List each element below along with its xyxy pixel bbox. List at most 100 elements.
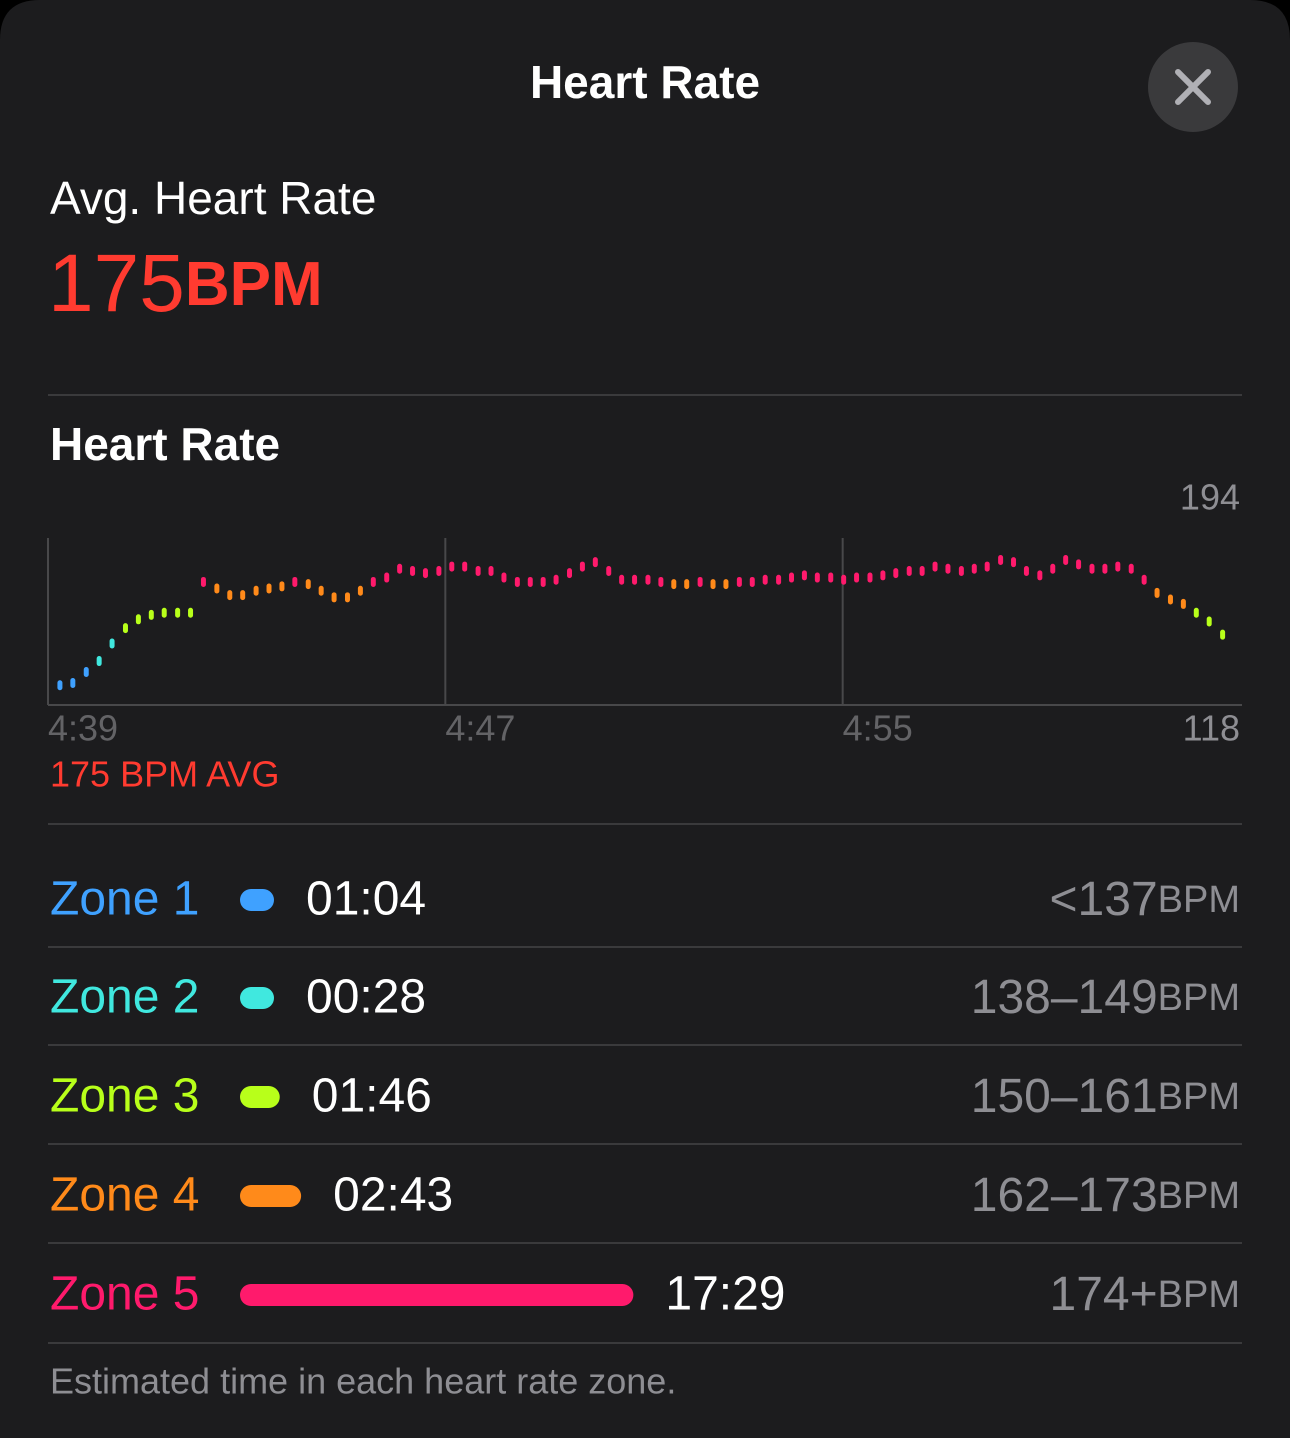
zone-duration: 00:28 <box>306 971 426 1024</box>
hr-dot <box>122 623 128 634</box>
zone-range: <137BPM <box>1050 873 1240 926</box>
hr-dot <box>370 576 376 587</box>
hr-dot <box>1037 570 1043 581</box>
zone-range-value: 174+ <box>1050 1268 1158 1321</box>
zone-bar <box>240 1185 302 1207</box>
hr-dot <box>475 565 481 576</box>
zone-range-value: <137 <box>1050 873 1158 926</box>
hr-dot <box>749 576 755 587</box>
hr-dot <box>266 583 272 594</box>
avg-caption: 175 BPM AVG <box>50 754 279 795</box>
zone-range: 150–161BPM <box>971 1070 1240 1123</box>
hr-dot <box>619 574 625 585</box>
avg-label: Avg. Heart Rate <box>50 172 376 224</box>
hr-dot <box>227 590 233 601</box>
hr-dot <box>684 579 690 590</box>
zone-range-unit: BPM <box>1158 1274 1240 1316</box>
hr-dot <box>1141 574 1147 585</box>
hr-dot <box>175 607 181 618</box>
zone-row: Zone 1 01:04 <137BPM <box>48 873 1242 948</box>
hr-dot <box>671 579 677 590</box>
y-tick-label: 194 <box>1180 477 1240 518</box>
hr-dot <box>658 576 664 587</box>
hr-dot <box>736 576 742 587</box>
footer-note: Estimated time in each heart rate zone. <box>50 1361 676 1402</box>
hr-dot <box>410 565 416 576</box>
hr-dot <box>710 579 716 590</box>
hr-dot <box>998 554 1004 565</box>
zone-range: 162–173BPM <box>971 1169 1240 1222</box>
zone-range-unit: BPM <box>1158 1076 1240 1118</box>
hr-dot <box>867 572 873 583</box>
hr-dot <box>109 638 115 649</box>
hr-dot <box>1193 607 1199 618</box>
hr-dot <box>1167 594 1173 605</box>
zone-row: Zone 5 17:29 174+BPM <box>48 1268 1242 1344</box>
hr-dot <box>919 565 925 576</box>
hr-dot <box>331 592 337 603</box>
hr-dot <box>880 570 886 581</box>
hr-dot <box>1011 557 1017 568</box>
close-icon[interactable] <box>1175 69 1211 105</box>
hr-dot <box>971 563 977 574</box>
hr-dot <box>984 561 990 572</box>
zone-name: Zone 4 <box>50 1169 199 1222</box>
hr-dot <box>1089 563 1095 574</box>
hr-dot <box>723 579 729 590</box>
zone-bar <box>240 1086 280 1108</box>
hr-dot <box>305 579 311 590</box>
hr-dot <box>606 565 612 576</box>
hr-dot <box>1128 563 1134 574</box>
x-tick-label: 4:55 <box>843 708 913 749</box>
hr-dot <box>344 592 350 603</box>
hr-dot <box>514 576 520 587</box>
zone-range-unit: BPM <box>1158 977 1240 1019</box>
hr-dot <box>1220 629 1226 640</box>
avg-value: 175BPM <box>48 238 323 329</box>
hr-dot <box>161 607 167 618</box>
hr-dot <box>1115 561 1121 572</box>
hr-dot <box>893 568 899 579</box>
hr-dot <box>501 572 507 583</box>
zone-name: Zone 2 <box>50 971 199 1024</box>
hr-dot <box>397 563 403 574</box>
hr-dot <box>540 576 546 587</box>
chart-title: Heart Rate <box>50 418 280 470</box>
zone-duration: 17:29 <box>665 1268 785 1321</box>
hr-dot <box>1180 598 1186 609</box>
hr-dot <box>135 614 141 625</box>
hr-dot <box>828 572 834 583</box>
hr-dot <box>841 574 847 585</box>
hr-dot <box>945 563 951 574</box>
zone-duration: 02:43 <box>333 1169 453 1222</box>
hr-dot <box>96 656 102 667</box>
hr-dot <box>854 572 860 583</box>
sheet-title: Heart Rate <box>530 56 760 108</box>
hr-dot <box>958 565 964 576</box>
zone-range: 174+BPM <box>1050 1268 1240 1321</box>
zone-bar <box>240 987 274 1009</box>
hr-dot <box>462 561 468 572</box>
hr-dot <box>488 565 494 576</box>
avg-unit: BPM <box>185 250 323 319</box>
hr-dot <box>592 557 598 568</box>
hr-dot <box>776 574 782 585</box>
zone-range-unit: BPM <box>1158 879 1240 921</box>
zone-row: Zone 2 00:28 138–149BPM <box>48 971 1242 1046</box>
hr-dot <box>579 561 585 572</box>
hr-dot <box>801 570 807 581</box>
hr-dot <box>318 585 324 596</box>
zone-bar <box>240 889 274 911</box>
zone-name: Zone 5 <box>50 1268 199 1321</box>
hr-dot <box>279 581 285 592</box>
hr-dot <box>814 572 820 583</box>
hr-dot <box>567 568 572 579</box>
hr-dot <box>422 568 428 579</box>
hr-dot <box>1063 554 1069 565</box>
avg-number: 175 <box>48 238 185 329</box>
y-tick-label: 118 <box>1183 708 1240 749</box>
hr-dot <box>214 583 220 594</box>
hr-dot <box>1076 559 1082 570</box>
close-button[interactable] <box>1148 42 1238 132</box>
